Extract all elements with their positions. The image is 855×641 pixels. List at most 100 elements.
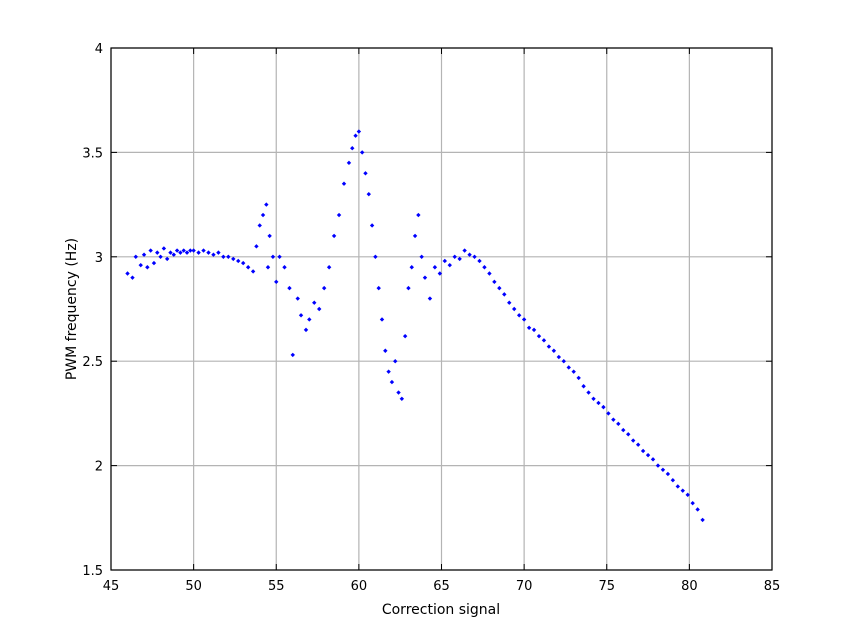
y-tick-label: 2 bbox=[95, 460, 103, 475]
data-point bbox=[231, 256, 236, 262]
data-point bbox=[196, 250, 201, 255]
data-point bbox=[326, 265, 332, 270]
data-point bbox=[487, 271, 492, 276]
x-tick-label: 55 bbox=[268, 579, 285, 594]
y-tick-labels: 1.5 2 2.5 3 3.5 4 bbox=[82, 42, 103, 579]
data-point bbox=[497, 285, 502, 291]
data-point bbox=[168, 250, 173, 255]
data-point bbox=[191, 248, 196, 253]
data-point bbox=[274, 279, 279, 285]
data-point bbox=[164, 256, 170, 262]
data-point bbox=[406, 285, 411, 291]
data-point bbox=[257, 223, 262, 228]
data-point bbox=[695, 507, 700, 512]
data-point bbox=[341, 181, 347, 186]
y-tick-label: 3.5 bbox=[82, 146, 103, 161]
data-point bbox=[675, 484, 681, 489]
data-point bbox=[467, 252, 472, 257]
data-point bbox=[576, 375, 581, 381]
data-point bbox=[245, 265, 251, 270]
data-point bbox=[151, 260, 157, 266]
data-point bbox=[379, 317, 385, 322]
data-point bbox=[611, 417, 616, 422]
data-point bbox=[516, 313, 522, 318]
data-point bbox=[290, 352, 295, 358]
data-point bbox=[295, 296, 300, 301]
x-tick-label: 60 bbox=[351, 579, 368, 594]
data-point bbox=[161, 246, 167, 251]
data-point bbox=[359, 150, 365, 155]
data-point bbox=[389, 379, 395, 385]
data-point bbox=[376, 285, 381, 291]
data-point bbox=[125, 271, 130, 276]
data-point bbox=[287, 285, 292, 291]
data-point bbox=[267, 233, 272, 239]
x-tick-label: 85 bbox=[764, 579, 781, 594]
data-point bbox=[507, 300, 512, 305]
data-point bbox=[366, 191, 371, 197]
data-point bbox=[690, 500, 695, 506]
data-point bbox=[396, 390, 401, 395]
data-point bbox=[680, 488, 685, 493]
data-point bbox=[206, 250, 211, 255]
data-point bbox=[492, 279, 497, 285]
data-point bbox=[399, 396, 405, 401]
data-point bbox=[635, 442, 641, 447]
data-point bbox=[700, 517, 705, 523]
data-point bbox=[546, 344, 552, 349]
data-point bbox=[346, 160, 352, 166]
data-point bbox=[307, 317, 312, 322]
x-tick-label: 70 bbox=[516, 579, 533, 594]
data-point bbox=[181, 248, 186, 253]
data-point bbox=[512, 306, 517, 312]
data-point bbox=[531, 327, 537, 333]
data-point bbox=[660, 467, 666, 472]
data-point bbox=[393, 359, 398, 364]
data-point bbox=[270, 254, 276, 259]
data-point bbox=[665, 471, 671, 477]
data-point bbox=[551, 348, 557, 353]
data-point bbox=[596, 400, 601, 406]
data-point bbox=[171, 252, 176, 257]
grid bbox=[110, 47, 773, 571]
data-point bbox=[616, 421, 621, 427]
x-tick-labels: 45 50 55 60 65 70 75 80 85 bbox=[103, 579, 781, 594]
data-point bbox=[178, 250, 183, 255]
data-point bbox=[566, 365, 571, 370]
x-tick-label: 80 bbox=[681, 579, 698, 594]
data-point bbox=[331, 233, 337, 239]
data-point bbox=[457, 256, 462, 262]
data-point bbox=[138, 262, 143, 268]
data-point bbox=[158, 254, 163, 259]
data-point bbox=[670, 478, 676, 483]
data-point bbox=[350, 146, 355, 151]
x-tick-label: 45 bbox=[103, 579, 120, 594]
data-point bbox=[432, 265, 438, 270]
data-point bbox=[254, 244, 259, 249]
data-point bbox=[226, 254, 231, 259]
data-point bbox=[419, 254, 424, 259]
data-point bbox=[462, 248, 467, 253]
data-point bbox=[145, 265, 150, 270]
data-point bbox=[640, 448, 646, 454]
data-point bbox=[221, 254, 226, 259]
data-point bbox=[250, 269, 256, 274]
y-tick-label: 4 bbox=[95, 42, 103, 57]
x-tick-label: 50 bbox=[185, 579, 202, 594]
data-point bbox=[321, 285, 327, 291]
data-point bbox=[148, 248, 153, 253]
data-point bbox=[650, 457, 656, 462]
data-point bbox=[336, 212, 342, 218]
data-point bbox=[216, 250, 221, 255]
data-point bbox=[312, 300, 317, 305]
data-point bbox=[581, 384, 586, 389]
axis-ticks bbox=[110, 47, 773, 571]
data-point bbox=[260, 212, 266, 218]
data-points bbox=[125, 129, 705, 523]
data-point bbox=[369, 223, 375, 228]
y-tick-label: 1.5 bbox=[82, 564, 103, 579]
data-point bbox=[630, 438, 636, 443]
data-point bbox=[386, 369, 391, 374]
data-point bbox=[541, 338, 547, 343]
